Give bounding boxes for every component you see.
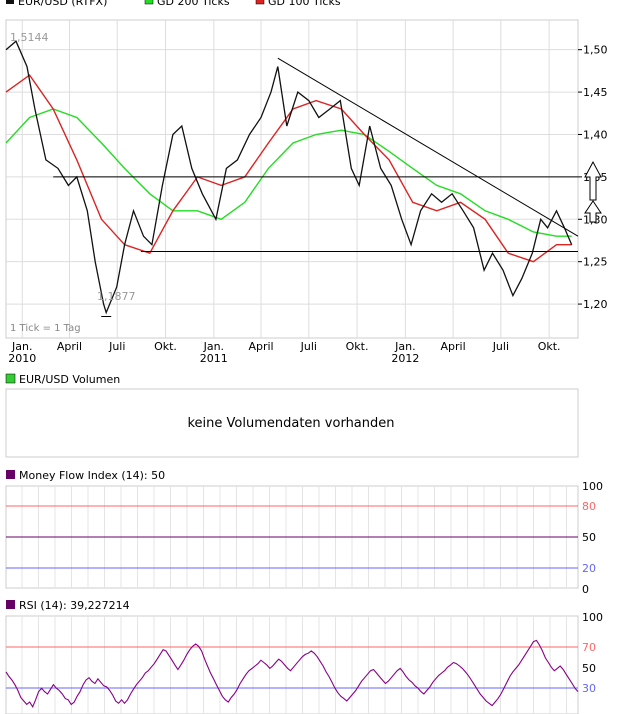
price-ytick-label: 1,50 <box>583 44 608 57</box>
trendline-descending <box>277 57 579 237</box>
volume-frame <box>5 388 579 458</box>
volume-swatch <box>5 373 16 384</box>
price-ytick-label: 1,40 <box>583 128 608 141</box>
x-month-label: Juli <box>300 340 317 353</box>
rsi-grid <box>21 616 567 714</box>
rsi-tick-50: 50 <box>582 662 596 675</box>
legend-gd100-label: GD 100 Ticks <box>268 0 341 8</box>
x-month-label: April <box>57 340 82 353</box>
x-month-label: April <box>441 340 466 353</box>
up-arrow-icon <box>584 160 602 201</box>
rsi-title: RSI (14): 39,227214 <box>19 599 130 612</box>
mfi-tick-20: 20 <box>582 562 596 575</box>
low-value-label: 1,1877 <box>97 290 136 303</box>
mfi-panel: Money Flow Index (14): 50 100 80 50 20 0 <box>5 469 603 596</box>
volume-title: EUR/USD Volumen <box>19 373 120 386</box>
x-year-label: 2012 <box>391 352 419 365</box>
x-month-label: Juli <box>492 340 509 353</box>
rsi-swatch <box>6 600 15 609</box>
mfi-swatch <box>6 470 15 479</box>
rsi-tick-100: 100 <box>582 611 603 624</box>
x-month-label: Okt. <box>538 340 561 353</box>
mfi-tick-0: 0 <box>582 583 589 596</box>
rsi-panel: RSI (14): 39,227214 100 70 50 30 <box>5 599 603 714</box>
x-month-label: Jan. <box>394 340 415 353</box>
rsi-series-line <box>5 639 579 708</box>
legend-gd200-swatch <box>144 0 154 5</box>
price-legend: EUR/USD (RTFX) GD 200 Ticks GD 100 Ticks <box>6 0 341 8</box>
gd100-series-line <box>5 74 572 263</box>
mfi-tick-100: 100 <box>582 480 603 493</box>
legend-gd200-label: GD 200 Ticks <box>157 0 230 8</box>
rsi-series <box>5 639 579 708</box>
x-year-label: 2010 <box>8 352 36 365</box>
price-ytick-label: 1,25 <box>583 256 608 269</box>
price-series <box>5 40 573 318</box>
mfi-title: Money Flow Index (14): 50 <box>19 469 165 482</box>
high-value-label: 1,5144 <box>10 31 49 44</box>
price-ytick-label: 1,20 <box>583 298 608 311</box>
rsi-tick-70: 70 <box>582 641 596 654</box>
price-ytick-label: 1,45 <box>583 86 608 99</box>
legend-price-swatch <box>6 0 14 4</box>
up-arrow-icon <box>584 200 602 223</box>
price-grid <box>6 20 578 338</box>
mfi-tick-50: 50 <box>582 531 596 544</box>
rsi-tick-30: 30 <box>582 682 596 695</box>
x-month-label: Jan. <box>203 340 224 353</box>
price-x-axis: Jan. April Juli Okt. Jan. April Juli Okt. Jan. Ap… <box>8 340 560 365</box>
x-month-label: Jan. <box>11 340 32 353</box>
x-month-label: April <box>248 340 273 353</box>
price-arrows <box>584 160 602 223</box>
gd200-series-line <box>5 108 572 237</box>
mfi-tick-80: 80 <box>582 500 596 513</box>
x-month-label: Okt. <box>346 340 369 353</box>
price-trendlines <box>53 57 579 253</box>
tick-note: 1 Tick = 1 Tag <box>10 323 81 334</box>
price-plot-frame <box>5 19 579 339</box>
x-year-label: 2011 <box>200 352 228 365</box>
legend-price-label: EUR/USD (RTFX) <box>18 0 107 8</box>
x-month-label: Juli <box>108 340 125 353</box>
price-series-line <box>5 40 573 315</box>
x-month-label: Okt. <box>154 340 177 353</box>
legend-gd100-swatch <box>255 0 265 5</box>
volume-panel: EUR/USD Volumen keine Volumendaten vorha… <box>5 373 579 458</box>
price-panel: 1,501,451,401,351,301,251,20 Jan.AprilJu… <box>5 19 608 365</box>
volume-empty-message: keine Volumendaten vorhanden <box>187 416 394 431</box>
rsi-frame <box>5 615 579 714</box>
